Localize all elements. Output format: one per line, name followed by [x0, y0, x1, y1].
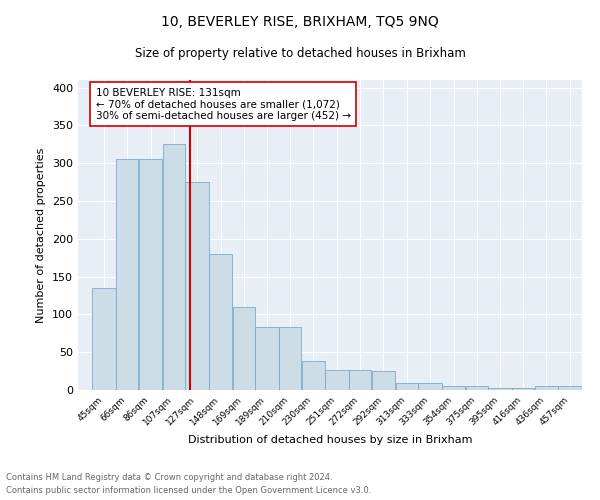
Bar: [512, 388, 534, 390]
Bar: [535, 386, 558, 390]
Text: Size of property relative to detached houses in Brixham: Size of property relative to detached ho…: [134, 48, 466, 60]
Text: 10 BEVERLEY RISE: 131sqm
← 70% of detached houses are smaller (1,072)
30% of sem: 10 BEVERLEY RISE: 131sqm ← 70% of detach…: [95, 88, 350, 121]
Bar: [185, 182, 209, 390]
Bar: [395, 383, 418, 390]
Bar: [139, 160, 162, 390]
Bar: [442, 386, 465, 390]
Bar: [466, 386, 488, 390]
Bar: [163, 144, 185, 390]
Bar: [325, 370, 349, 390]
Text: Contains HM Land Registry data © Crown copyright and database right 2024.: Contains HM Land Registry data © Crown c…: [6, 474, 332, 482]
Y-axis label: Number of detached properties: Number of detached properties: [37, 148, 46, 322]
Bar: [256, 327, 278, 390]
Bar: [418, 383, 442, 390]
Bar: [116, 160, 139, 390]
Bar: [92, 288, 116, 390]
Bar: [279, 327, 301, 390]
Bar: [372, 371, 395, 390]
Bar: [488, 388, 512, 390]
Bar: [209, 254, 232, 390]
Bar: [559, 386, 582, 390]
Text: 10, BEVERLEY RISE, BRIXHAM, TQ5 9NQ: 10, BEVERLEY RISE, BRIXHAM, TQ5 9NQ: [161, 15, 439, 29]
Text: Contains public sector information licensed under the Open Government Licence v3: Contains public sector information licen…: [6, 486, 371, 495]
Bar: [349, 370, 371, 390]
Bar: [302, 362, 325, 390]
Bar: [233, 307, 255, 390]
X-axis label: Distribution of detached houses by size in Brixham: Distribution of detached houses by size …: [188, 436, 472, 446]
